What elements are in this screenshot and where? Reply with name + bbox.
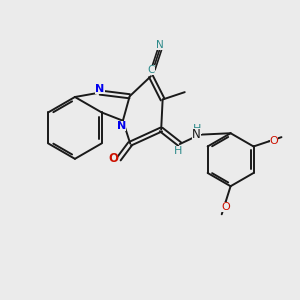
- Text: H: H: [193, 124, 202, 134]
- Text: N: N: [192, 128, 200, 141]
- Text: C: C: [148, 65, 155, 75]
- Text: N: N: [156, 40, 164, 50]
- Text: O: O: [109, 152, 118, 166]
- Text: O: O: [221, 202, 230, 212]
- Text: N: N: [95, 84, 105, 94]
- Text: O: O: [269, 136, 278, 146]
- Text: H: H: [174, 146, 182, 156]
- Text: N: N: [117, 121, 126, 131]
